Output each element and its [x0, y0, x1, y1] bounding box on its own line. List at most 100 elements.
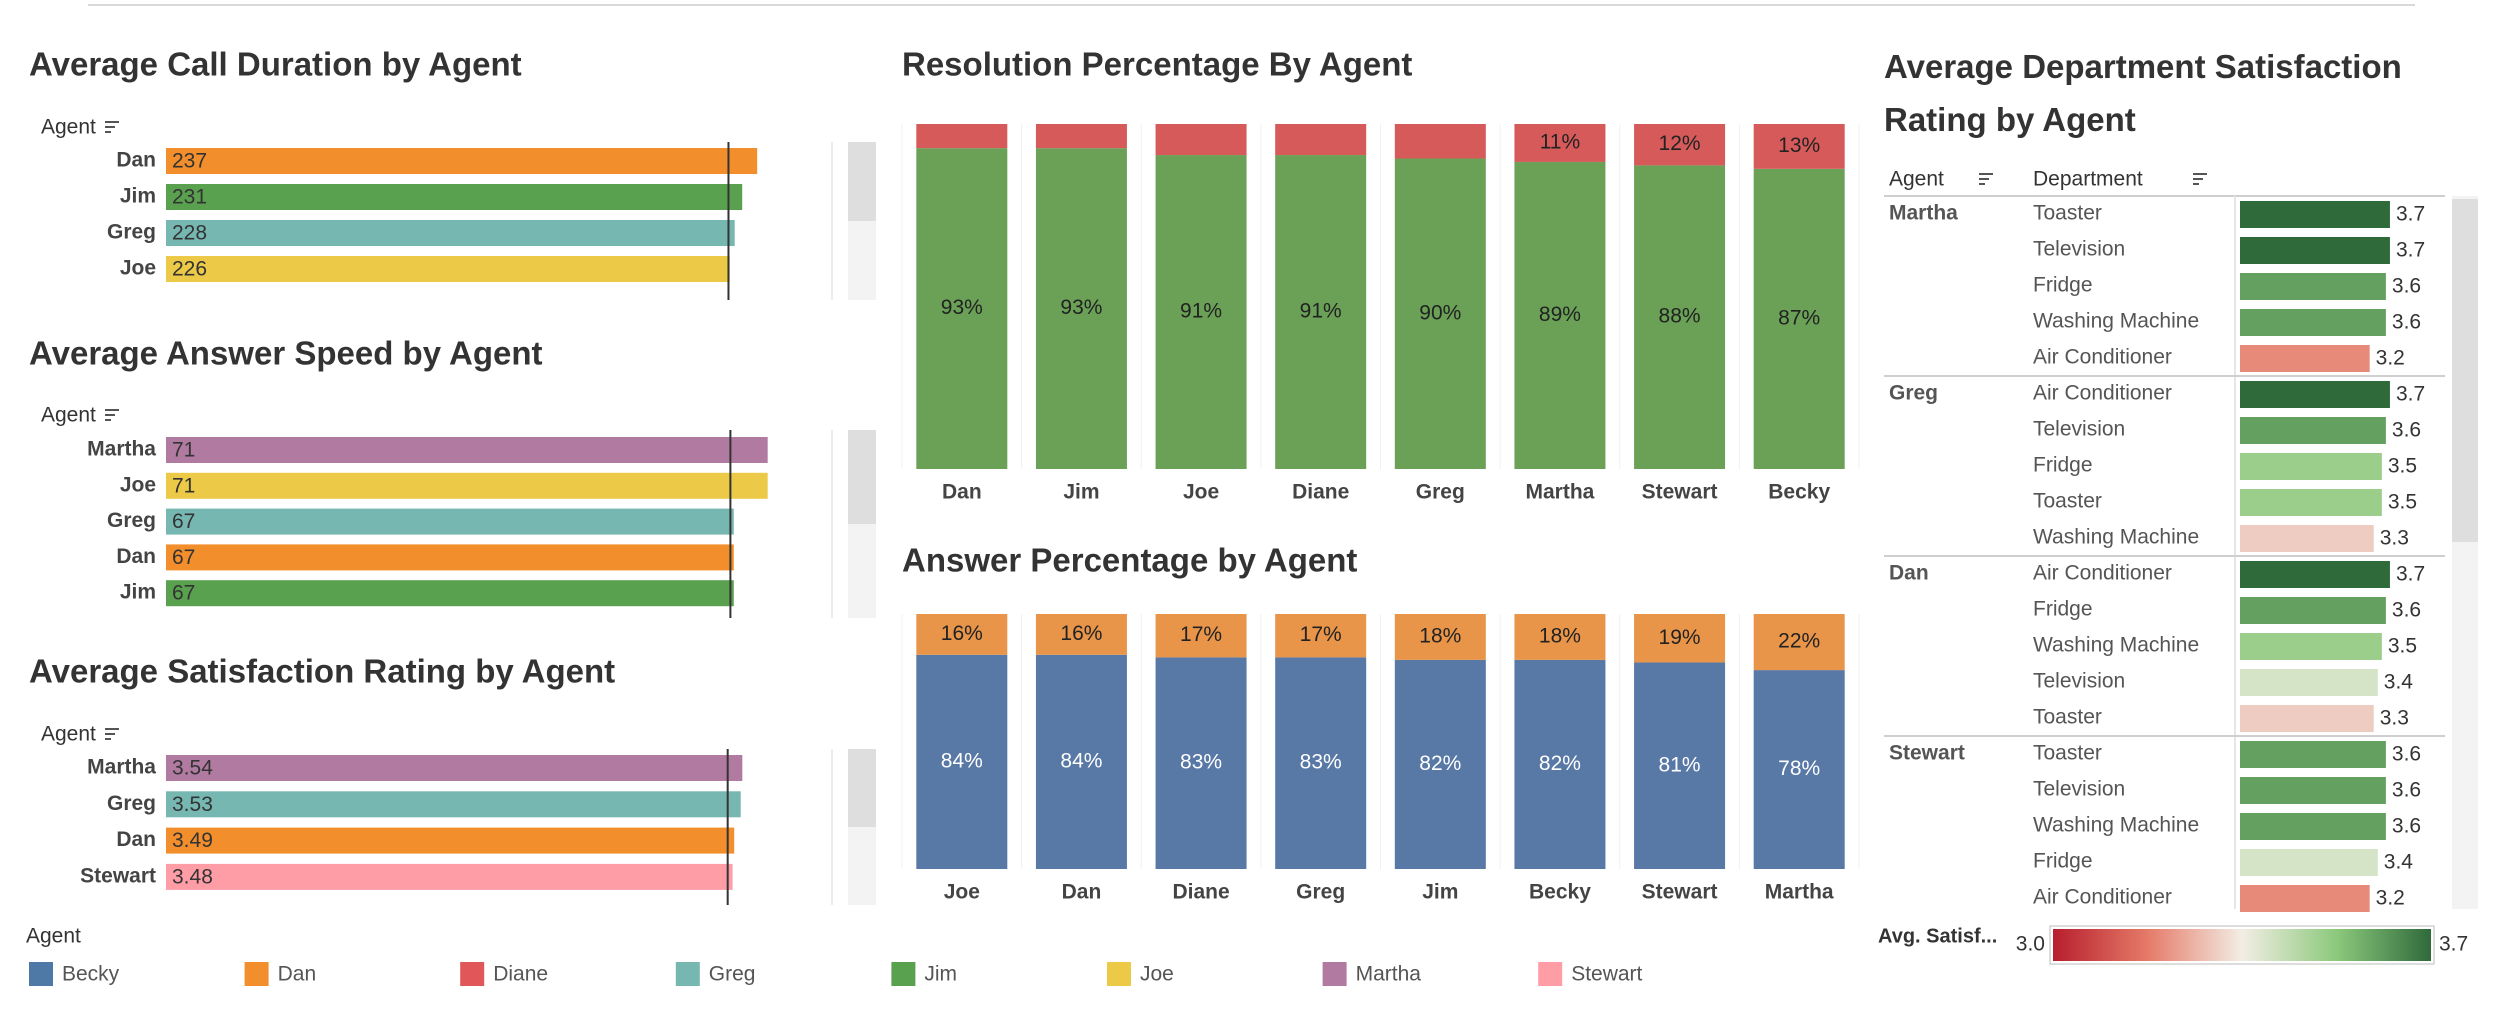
bar-segment	[1035, 124, 1127, 149]
category-label: Greg	[107, 221, 156, 244]
value-label: 22%	[1778, 630, 1820, 653]
bar	[2240, 237, 2390, 264]
bar-segment	[916, 614, 1008, 655]
chart-title: Average Answer Speed by Agent	[29, 335, 542, 372]
row-department: Fridge	[2033, 598, 2093, 621]
category-label: Greg	[107, 792, 156, 815]
bar	[166, 827, 735, 854]
bar-segment	[1753, 124, 1845, 169]
legend-swatch	[891, 962, 916, 986]
legend-swatch	[460, 962, 485, 986]
legend-title: Agent	[26, 925, 81, 948]
bar-segment	[1155, 124, 1247, 156]
value-label: 67	[172, 510, 195, 533]
value-label: 3.4	[2384, 851, 2414, 874]
chart-title: Average Satisfaction Rating by Agent	[29, 653, 615, 690]
value-label: 3.7	[2396, 239, 2425, 262]
bar	[166, 184, 743, 210]
value-label: 237	[172, 150, 207, 173]
bar-segment	[1155, 614, 1247, 658]
category-label: Martha	[87, 438, 156, 461]
bar	[166, 755, 743, 781]
bar-segment	[1394, 614, 1486, 660]
value-label: 19%	[1659, 626, 1701, 649]
legend-swatch	[29, 962, 53, 986]
x-tick-label: Becky	[1529, 881, 1591, 904]
value-label: 3.3	[2380, 707, 2409, 730]
x-tick-label: Greg	[1296, 881, 1345, 904]
value-label: 231	[172, 186, 207, 209]
value-label: 93%	[1060, 296, 1102, 319]
bar-segment	[1275, 155, 1367, 470]
value-label: 18%	[1539, 624, 1581, 647]
bar	[2240, 777, 2386, 804]
category-label: Martha	[87, 756, 156, 779]
bar-segment	[1035, 148, 1127, 469]
bar	[166, 148, 758, 174]
legend-label: Jim	[924, 963, 957, 986]
bar-segment	[916, 654, 1008, 869]
row-agent: Greg	[1889, 382, 1938, 405]
color-tick-label: 3.0	[2016, 933, 2045, 956]
bar	[166, 544, 734, 571]
value-label: 3.6	[2392, 779, 2421, 802]
bar	[2240, 489, 2382, 516]
bar-segment	[1634, 124, 1726, 166]
bar-segment	[1753, 168, 1845, 469]
value-label: 84%	[941, 749, 983, 772]
value-label: 3.49	[172, 829, 213, 852]
category-label: Dan	[116, 149, 156, 172]
value-label: 3.4	[2384, 671, 2414, 694]
legend-swatch	[675, 962, 700, 986]
bar	[2240, 813, 2386, 840]
bar-segment	[1035, 654, 1127, 869]
bar	[2240, 273, 2386, 300]
category-label: Jim	[120, 581, 156, 604]
value-label: 91%	[1180, 300, 1222, 323]
bar-segment	[1753, 670, 1845, 869]
scrollbar-thumb	[2452, 199, 2478, 542]
x-tick-label: Stewart	[1642, 481, 1718, 504]
x-tick-label: Greg	[1416, 481, 1465, 504]
value-label: 78%	[1778, 757, 1820, 780]
chart-title: Average Department Satisfaction Rating b…	[1884, 48, 2402, 138]
legend-swatch	[1107, 962, 1131, 986]
x-tick-label: Jim	[1422, 881, 1458, 904]
x-tick-label: Martha	[1765, 881, 1834, 904]
row-agent: Dan	[1889, 562, 1929, 585]
bar-segment	[916, 148, 1008, 469]
value-label: 17%	[1180, 623, 1222, 646]
legend-label: Joe	[1140, 963, 1174, 986]
bar-segment	[1394, 659, 1486, 869]
axis-label: Agent	[41, 404, 96, 427]
chart-title: Average Call Duration by Agent	[29, 46, 522, 83]
bar	[2240, 381, 2390, 408]
value-label: 3.5	[2388, 635, 2417, 658]
value-label: 16%	[1060, 622, 1102, 645]
color-legend-title: Avg. Satisf...	[1878, 925, 1997, 947]
value-label: 3.5	[2388, 491, 2417, 514]
x-tick-label: Martha	[1526, 481, 1595, 504]
x-tick-label: Becky	[1768, 481, 1830, 504]
column-header: Department	[2033, 168, 2143, 191]
bar-segment	[1514, 614, 1606, 660]
bar-segment	[1394, 124, 1486, 159]
value-label: 3.3	[2380, 527, 2409, 550]
legend-label: Dan	[278, 963, 317, 986]
bar	[2240, 561, 2390, 588]
bar	[166, 437, 768, 463]
bar-segment	[1634, 614, 1726, 663]
value-label: 90%	[1419, 301, 1461, 324]
bar-segment	[1634, 662, 1726, 869]
row-department: Air Conditioner	[2033, 562, 2172, 585]
value-label: 3.6	[2392, 815, 2421, 838]
value-label: 17%	[1300, 623, 1342, 646]
bar	[166, 791, 741, 818]
bar-segment	[1275, 124, 1367, 156]
bar	[166, 472, 768, 499]
value-label: 3.7	[2396, 563, 2425, 586]
x-tick-label: Joe	[1183, 481, 1219, 504]
row-department: Toaster	[2033, 490, 2102, 513]
legend-label: Martha	[1356, 963, 1422, 986]
